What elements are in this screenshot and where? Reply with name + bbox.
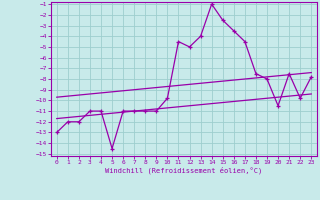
X-axis label: Windchill (Refroidissement éolien,°C): Windchill (Refroidissement éolien,°C) [105,167,263,174]
